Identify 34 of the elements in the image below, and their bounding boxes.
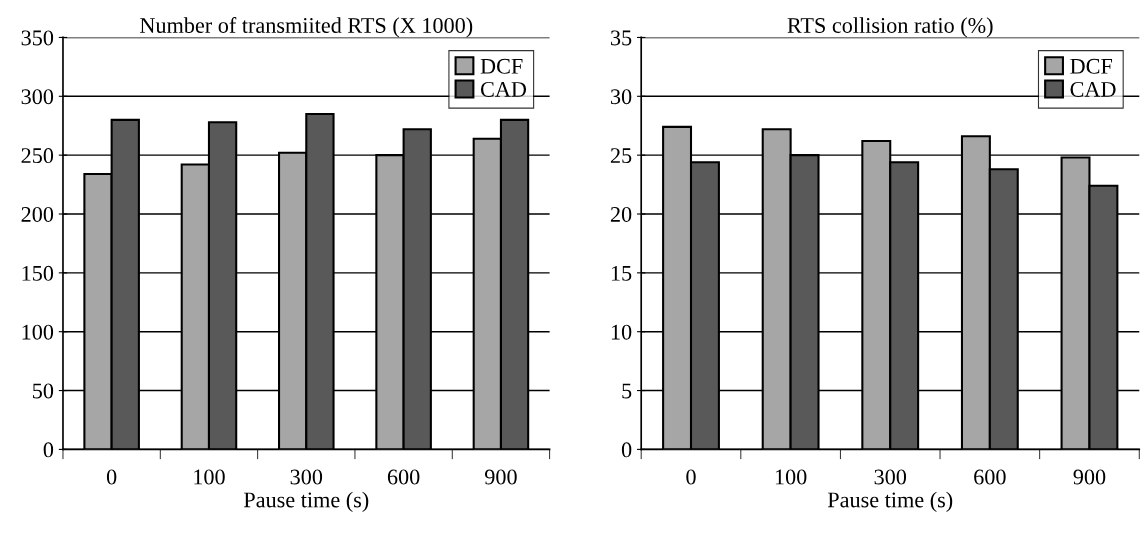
y-tick-label: 35 (611, 30, 632, 46)
x-tick-label: 600 (387, 469, 420, 485)
x-tick-label: 100 (775, 469, 807, 485)
y-tick-label: 0 (43, 442, 54, 458)
y-tick-label: 200 (21, 206, 54, 222)
y-tick-label: 15 (611, 265, 632, 281)
y-tick-label: 30 (611, 89, 632, 105)
legend-label: CAD (480, 81, 527, 97)
x-tick-label: 900 (484, 469, 517, 485)
x-axis-title: Pause time (s) (243, 491, 369, 512)
legend-label: DCF (480, 58, 523, 74)
y-tick-label: 10 (611, 324, 632, 340)
y-tick-label: 25 (610, 148, 632, 164)
y-tick-label: 0 (621, 442, 632, 458)
x-tick-label: 300 (874, 469, 907, 485)
chart-title: RTS collision ratio (%) (787, 17, 993, 38)
y-tick-label: 250 (21, 148, 54, 164)
y-tick-label: 5 (622, 383, 632, 399)
legend-label: DCF (1070, 58, 1113, 74)
y-tick-label: 50 (33, 383, 54, 399)
x-axis-title: Pause time (s) (827, 491, 953, 512)
y-tick-label: 100 (22, 324, 54, 340)
x-tick-label: 0 (106, 469, 117, 485)
y-tick-label: 300 (21, 89, 54, 105)
chart-title: Number of transmiited RTS (X 1000) (140, 17, 473, 38)
y-tick-label: 20 (610, 206, 632, 222)
x-tick-label: 100 (194, 469, 225, 485)
x-tick-label: 900 (1073, 469, 1106, 485)
x-tick-label: 600 (974, 469, 1006, 485)
legend-label: CAD (1070, 81, 1116, 97)
x-tick-label: 300 (290, 469, 323, 485)
x-tick-label: 0 (686, 469, 696, 485)
y-tick-label: 150 (22, 265, 54, 281)
y-tick-label: 350 (21, 30, 54, 46)
